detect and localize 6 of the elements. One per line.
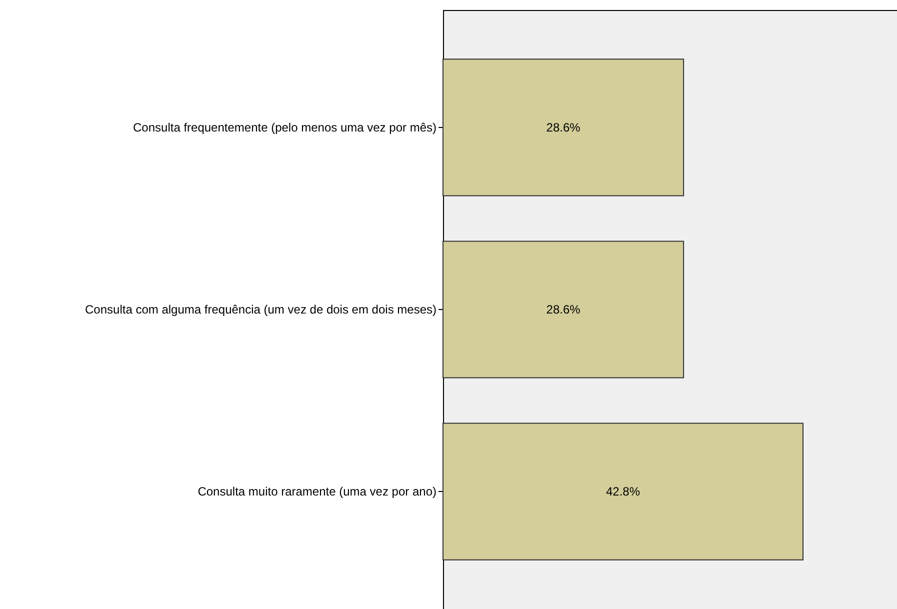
y-tick-label: Consulta frequentemente (pelo menos uma vez por mês) <box>133 120 436 134</box>
data-label: 28.6% <box>546 120 581 134</box>
y-tick-label: Consulta muito raramente (uma vez por ano) <box>198 484 436 499</box>
y-tick-label: Consulta com alguma frequência (um vez de dois em dois meses) <box>85 302 436 316</box>
data-label: 42.8% <box>606 484 640 499</box>
data-label: 28.6% <box>546 302 581 316</box>
